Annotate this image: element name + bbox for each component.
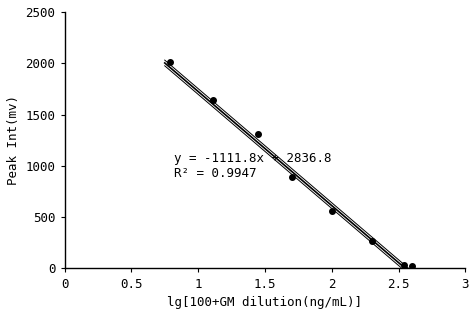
Text: y = -1111.8x + 2836.8
R² = 0.9947: y = -1111.8x + 2836.8 R² = 0.9947 — [174, 152, 332, 180]
X-axis label: lg[100+GM dilution(ng/mL)]: lg[100+GM dilution(ng/mL)] — [168, 296, 362, 309]
Y-axis label: Peak Int(mv): Peak Int(mv) — [7, 95, 20, 185]
